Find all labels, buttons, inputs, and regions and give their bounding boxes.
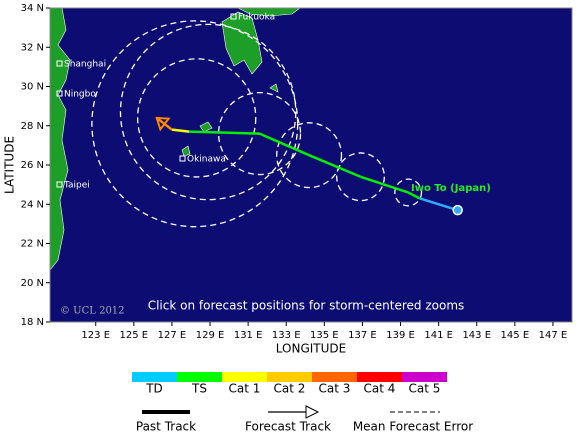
legend-scale-label: TS xyxy=(191,382,207,396)
place-markers xyxy=(56,13,237,188)
y-tick-label: 30 N xyxy=(21,82,44,93)
track-segment xyxy=(407,191,421,200)
track-segment xyxy=(189,130,260,135)
storm-label: Iwo To (Japan) xyxy=(411,183,491,194)
note[interactable]: Click on forecast positions for storm-ce… xyxy=(148,299,465,313)
error-circle[interactable] xyxy=(136,58,257,178)
storm-position[interactable] xyxy=(452,204,463,216)
y-tick-label: 28 N xyxy=(21,121,44,132)
error-circle[interactable] xyxy=(119,23,297,201)
error-circle[interactable] xyxy=(91,20,299,228)
error-circle[interactable] xyxy=(336,152,385,202)
x-tick-label: 133 E xyxy=(272,330,301,341)
y-tick-label: 32 N xyxy=(21,42,44,53)
y-axis-label: LATITUDE xyxy=(3,136,17,194)
x-tick-label: 129 E xyxy=(196,330,225,341)
track-segment xyxy=(419,197,459,212)
legend-swatch xyxy=(177,372,222,382)
land xyxy=(50,8,301,271)
forecast-arrow-sample xyxy=(305,405,320,419)
legend-swatch xyxy=(222,372,267,382)
x-tick-label: 145 E xyxy=(501,330,530,341)
legend-scale-label: Cat 3 xyxy=(319,382,351,396)
legend-scale-label: Cat 4 xyxy=(364,382,396,396)
place-label: Fukuoka xyxy=(238,13,275,23)
y-tick-label: 22 N xyxy=(21,239,44,250)
x-tick-label: 125 E xyxy=(120,330,149,341)
legend-label: Past Track xyxy=(136,420,196,434)
x-tick-label: 131 E xyxy=(234,330,263,341)
legend-swatch xyxy=(312,372,357,382)
x-tick-label: 127 E xyxy=(158,330,187,341)
legend-swatch xyxy=(402,372,447,382)
y-tick-label: 20 N xyxy=(21,278,44,289)
x-tick-label: 137 E xyxy=(348,330,377,341)
legend-swatch xyxy=(132,372,177,382)
error-circle[interactable] xyxy=(276,122,343,189)
track-segment xyxy=(171,128,190,133)
error-circle[interactable] xyxy=(217,91,302,176)
legend-label: Forecast Track xyxy=(245,420,331,434)
legend-swatch xyxy=(267,372,312,382)
x-tick-label: 139 E xyxy=(386,330,415,341)
legend-scale-label: Cat 1 xyxy=(229,382,261,396)
error-circle[interactable] xyxy=(394,178,423,207)
place-label: Shanghai xyxy=(64,60,106,70)
x-tick-label: 123 E xyxy=(81,330,110,341)
legend-scale-label: TD xyxy=(145,382,163,396)
place-label: Ningbo xyxy=(64,90,96,100)
x-tick-label: 143 E xyxy=(462,330,491,341)
legend-swatch xyxy=(357,372,402,382)
x-tick-label: 141 E xyxy=(424,330,453,341)
track-segment xyxy=(259,132,310,157)
x-tick-label: 147 E xyxy=(539,330,568,341)
y-tick-label: 24 N xyxy=(21,199,44,210)
legend-label: Mean Forecast Error xyxy=(353,420,473,434)
place-label: Taipei xyxy=(63,181,90,191)
y-tick-label: 34 N xyxy=(21,3,44,14)
track-segment xyxy=(360,175,409,194)
ocean xyxy=(50,8,572,322)
track-arrow xyxy=(155,116,171,132)
y-tick-label: 26 N xyxy=(21,160,44,171)
x-axis-label: LONGITUDE xyxy=(276,342,346,356)
y-tick-label: 18 N xyxy=(21,317,44,328)
x-tick-label: 135 E xyxy=(310,330,339,341)
legend-scale-label: Cat 5 xyxy=(409,382,441,396)
legend-scale-label: Cat 2 xyxy=(274,382,306,396)
copyright: © UCL 2012 xyxy=(60,306,125,317)
track-segment xyxy=(308,154,362,178)
place-label: Okinawa xyxy=(187,155,226,165)
